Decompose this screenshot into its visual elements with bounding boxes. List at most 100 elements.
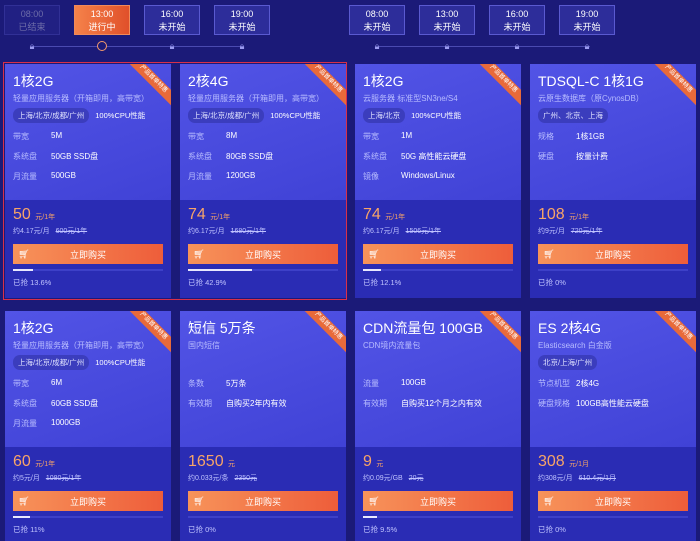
monthly-price: 约0.09元/GB (363, 475, 403, 482)
product-subtitle: 轻量应用服务器（开箱即用，高带宽） (13, 94, 149, 103)
product-subtitle: 云原生数据库（原CynosDB） (538, 94, 644, 103)
price: 9 元 (363, 453, 513, 471)
card-info: 1核2G 轻量应用服务器（开箱即用，高带宽） 上海/北京/成都/广州 100%CPU性… (5, 64, 171, 200)
region-tag: 100%CPU性能 (95, 358, 146, 367)
tag-row: 上海/北京 100%CPU性能 (363, 108, 513, 123)
sold-progress-bar (13, 516, 163, 518)
spec-value: 500GB (51, 171, 76, 180)
sold-progress-bar (188, 516, 338, 518)
monthly-price: 约5元/月 (13, 475, 40, 482)
product-card: 短信 5万条 国内短信 条数 5万条 有效期 自购买2年内有效 产品首单特惠 1650 元约0… (180, 311, 346, 541)
sold-progress-fill (363, 269, 382, 271)
price-value: 74 (188, 206, 206, 223)
spec-row: 带宽 8M (188, 131, 338, 142)
buy-button[interactable]: 🛒︎ 立即购买 (13, 244, 163, 264)
buy-label: 立即购买 (244, 496, 281, 507)
price-area: 50 元/1年 约4.17元/月 600元/1年 🛒︎ 立即购买 已抢 13.6% (5, 200, 171, 294)
buy-label: 立即购买 (594, 496, 631, 507)
lock-icon: 🔒︎ (29, 41, 35, 51)
buy-label: 立即购买 (244, 249, 281, 260)
original-price: 1080元/1年 (45, 475, 82, 482)
spec-label: 月流量 (188, 172, 212, 181)
spec-label: 系统盘 (363, 152, 387, 161)
timeline-right (350, 0, 700, 58)
product-card: 1核2G 云服务器 标准型SN3ne/S4 上海/北京 100%CPU性能 带宽 1M 系统… (355, 64, 521, 298)
product-title: 1核2G (13, 320, 54, 336)
time-slot-1600[interactable]: 16:00 未开始 (489, 5, 545, 35)
sold-percentage: 已抢 0% (538, 525, 566, 534)
monthly-price: 约6.17元/月 (188, 228, 225, 235)
spec-label: 镜像 (363, 172, 379, 181)
price-value: 108 (538, 206, 565, 223)
monthly-price: 约4.17元/月 (13, 228, 50, 235)
lock-icon: 🔒︎ (584, 41, 590, 51)
slot-time: 13:00 (435, 9, 459, 19)
time-slot-1600[interactable]: 16:00 未开始 (144, 5, 200, 35)
time-slot-0800[interactable]: 08:00 已结束 (4, 5, 60, 35)
cart-icon: 🛒︎ (543, 248, 555, 259)
price: 50 元/1年 (13, 206, 163, 224)
spec-label: 系统盘 (13, 399, 37, 408)
spec-label: 带宽 (363, 132, 379, 141)
buy-button[interactable]: 🛒︎ 立即购买 (13, 491, 163, 511)
buy-button[interactable]: 🛒︎ 立即购买 (363, 491, 513, 511)
time-slot-1300[interactable]: 13:00 未开始 (419, 5, 475, 35)
slot-time: 16:00 (160, 9, 184, 19)
buy-button[interactable]: 🛒︎ 立即购买 (538, 244, 688, 264)
price-unit: 元/1年 (569, 214, 589, 221)
spec-row: 系统盘 50G 高性能云硬盘 (363, 151, 513, 162)
sold-percentage: 已抢 11% (13, 525, 45, 534)
card-info: 短信 5万条 国内短信 条数 5万条 有效期 自购买2年内有效 (180, 311, 346, 447)
slot-status: 未开始 (433, 22, 461, 32)
price-unit: 元/1月 (569, 461, 589, 468)
spec-value: 100GB高性能云硬盘 (576, 399, 649, 408)
region-tag: 北京/上海/广州 (538, 355, 598, 370)
tag-row: 上海/北京/成都/广州 100%CPU性能 (188, 108, 338, 123)
product-subtitle: Elasticsearch 白金版 (538, 341, 612, 350)
original-price: 20元 (408, 475, 424, 482)
spec-row: 月流量 500GB (13, 171, 163, 182)
region-tag: 上海/北京/成都/广州 (13, 355, 90, 370)
tag-row: 北京/上海/广州 (538, 355, 688, 370)
monthly-price: 约9元/月 (538, 228, 565, 235)
price: 1650 元 (188, 453, 338, 471)
price: 308 元/1月 (538, 453, 688, 471)
product-card: 1核2G 轻量应用服务器（开箱即用，高带宽） 上海/北京/成都/广州 100%CPU性… (5, 311, 171, 541)
price-value: 1650 (188, 453, 224, 470)
price-unit: 元/1年 (35, 214, 56, 221)
sold-progress-bar (538, 269, 688, 271)
product-card: CDN流量包 100GB CDN境内流量包 流量 100GB 有效期 自购买12个月之内有… (355, 311, 521, 541)
price-detail: 约5元/月 1080元/1年 (13, 473, 163, 483)
timeline-line (378, 46, 590, 47)
spec-label: 带宽 (13, 379, 29, 388)
timeline-left (0, 0, 350, 58)
buy-button[interactable]: 🛒︎ 立即购买 (188, 244, 338, 264)
time-slot-1900[interactable]: 19:00 未开始 (214, 5, 270, 35)
lock-icon: 🔒︎ (239, 41, 245, 51)
spec-label: 有效期 (188, 399, 212, 408)
spec-value: 80GB SSD盘 (226, 152, 274, 161)
lock-icon: 🔒︎ (514, 41, 520, 51)
price-area: 74 元/1年 约6.17元/月 1680元/1年 🛒︎ 立即购买 已抢 42.9% (180, 200, 346, 294)
slot-status: 未开始 (228, 22, 256, 32)
tag-row (188, 356, 338, 369)
time-slot-0800[interactable]: 08:00 未开始 (349, 5, 405, 35)
spec-row: 系统盘 60GB SSD盘 (13, 398, 163, 409)
sold-progress-fill (188, 269, 253, 271)
spec-row: 硬盘 按量计费 (538, 151, 688, 162)
spec-value: 5万条 (226, 379, 247, 388)
product-card: 1核2G 轻量应用服务器（开箱即用，高带宽） 上海/北京/成都/广州 100%CPU性… (5, 64, 171, 298)
sold-progress-fill (363, 516, 378, 518)
buy-button[interactable]: 🛒︎ 立即购买 (188, 491, 338, 511)
time-slot-1300[interactable]: 13:00 进行中 (74, 5, 130, 35)
price-value: 60 (13, 453, 31, 470)
spec-value: 8M (226, 131, 238, 140)
buy-button[interactable]: 🛒︎ 立即购买 (363, 244, 513, 264)
spec-value: 按量计费 (576, 152, 608, 161)
sold-progress-bar (538, 516, 688, 518)
timeline-line (32, 46, 244, 47)
time-slot-1900[interactable]: 19:00 未开始 (559, 5, 615, 35)
spec-value: 5M (51, 131, 63, 140)
buy-button[interactable]: 🛒︎ 立即购买 (538, 491, 688, 511)
price: 74 元/1年 (188, 206, 338, 224)
